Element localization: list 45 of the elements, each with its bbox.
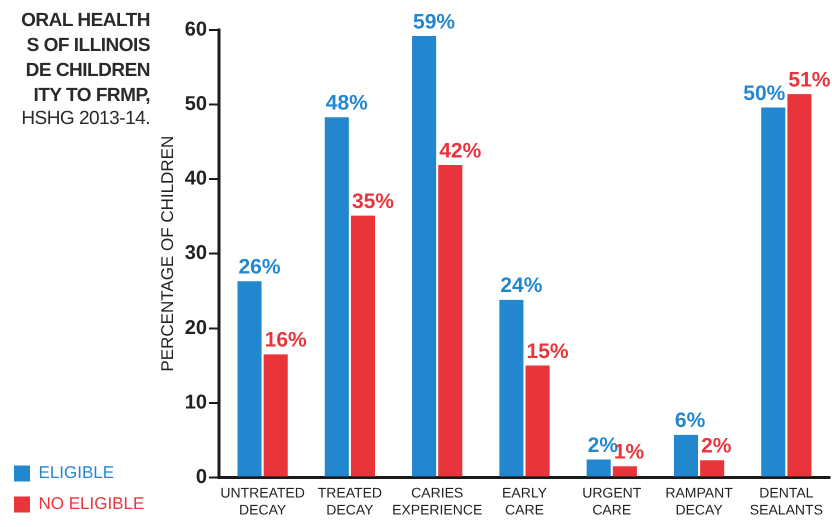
bar xyxy=(350,216,376,476)
bar xyxy=(499,300,524,476)
data-label: 35% xyxy=(352,190,394,213)
bar xyxy=(700,460,724,476)
data-label: 48% xyxy=(326,92,368,115)
data-label: 26% xyxy=(238,256,281,279)
x-tick-label: TREATED DECAY xyxy=(318,484,382,518)
y-tick-label: 0 xyxy=(196,466,207,488)
bar xyxy=(674,434,698,476)
y-tick-label: 30 xyxy=(184,242,207,264)
y-tick-label: 10 xyxy=(184,391,207,414)
text: HSHG 2013-14. xyxy=(20,108,150,130)
bar xyxy=(612,466,637,476)
data-label: 16% xyxy=(264,328,308,352)
x-tick-label: DENTAL SEALANTS xyxy=(750,484,823,518)
text: ORAL HEALTH S OF ILLINOIS DE CHILDREN ITY TO FRMP, xyxy=(20,9,150,108)
data-label: 42% xyxy=(439,139,482,162)
data-label: 59% xyxy=(413,10,456,34)
bar xyxy=(264,354,288,476)
data-label: 50% xyxy=(743,82,786,105)
data-label: 24% xyxy=(500,274,543,298)
bar xyxy=(787,94,812,476)
x-tick-label: RAMPANT DECAY xyxy=(665,484,734,518)
y-tick-label: 60 xyxy=(184,18,207,41)
data-label: 15% xyxy=(526,340,569,363)
x-tick-label: UNTREATED DECAY xyxy=(220,484,305,518)
bar xyxy=(412,36,436,476)
x-tick-label: EARLY CARE xyxy=(502,484,548,518)
bar xyxy=(586,460,611,476)
data-label: 2% xyxy=(701,434,732,458)
legend-label: ELIGIBLE xyxy=(38,463,114,482)
bar xyxy=(761,108,786,476)
data-label: 6% xyxy=(674,409,706,432)
y-tick-label: 20 xyxy=(184,316,207,339)
y-tick-label: 50 xyxy=(184,93,207,116)
bar xyxy=(438,164,462,476)
y-axis-title: PERCENTAGE OF CHILDREN xyxy=(158,136,178,372)
bar xyxy=(526,366,550,476)
bar xyxy=(237,281,262,476)
x-tick-label: CARIES EXPERIENCE xyxy=(392,484,482,518)
x-tick-label: URGENT CARE xyxy=(582,484,642,518)
bar xyxy=(324,117,349,476)
legend-label: NO ELIGIBLE xyxy=(38,494,144,514)
data-label: 51% xyxy=(788,68,831,92)
y-tick-label: 40 xyxy=(184,168,207,190)
